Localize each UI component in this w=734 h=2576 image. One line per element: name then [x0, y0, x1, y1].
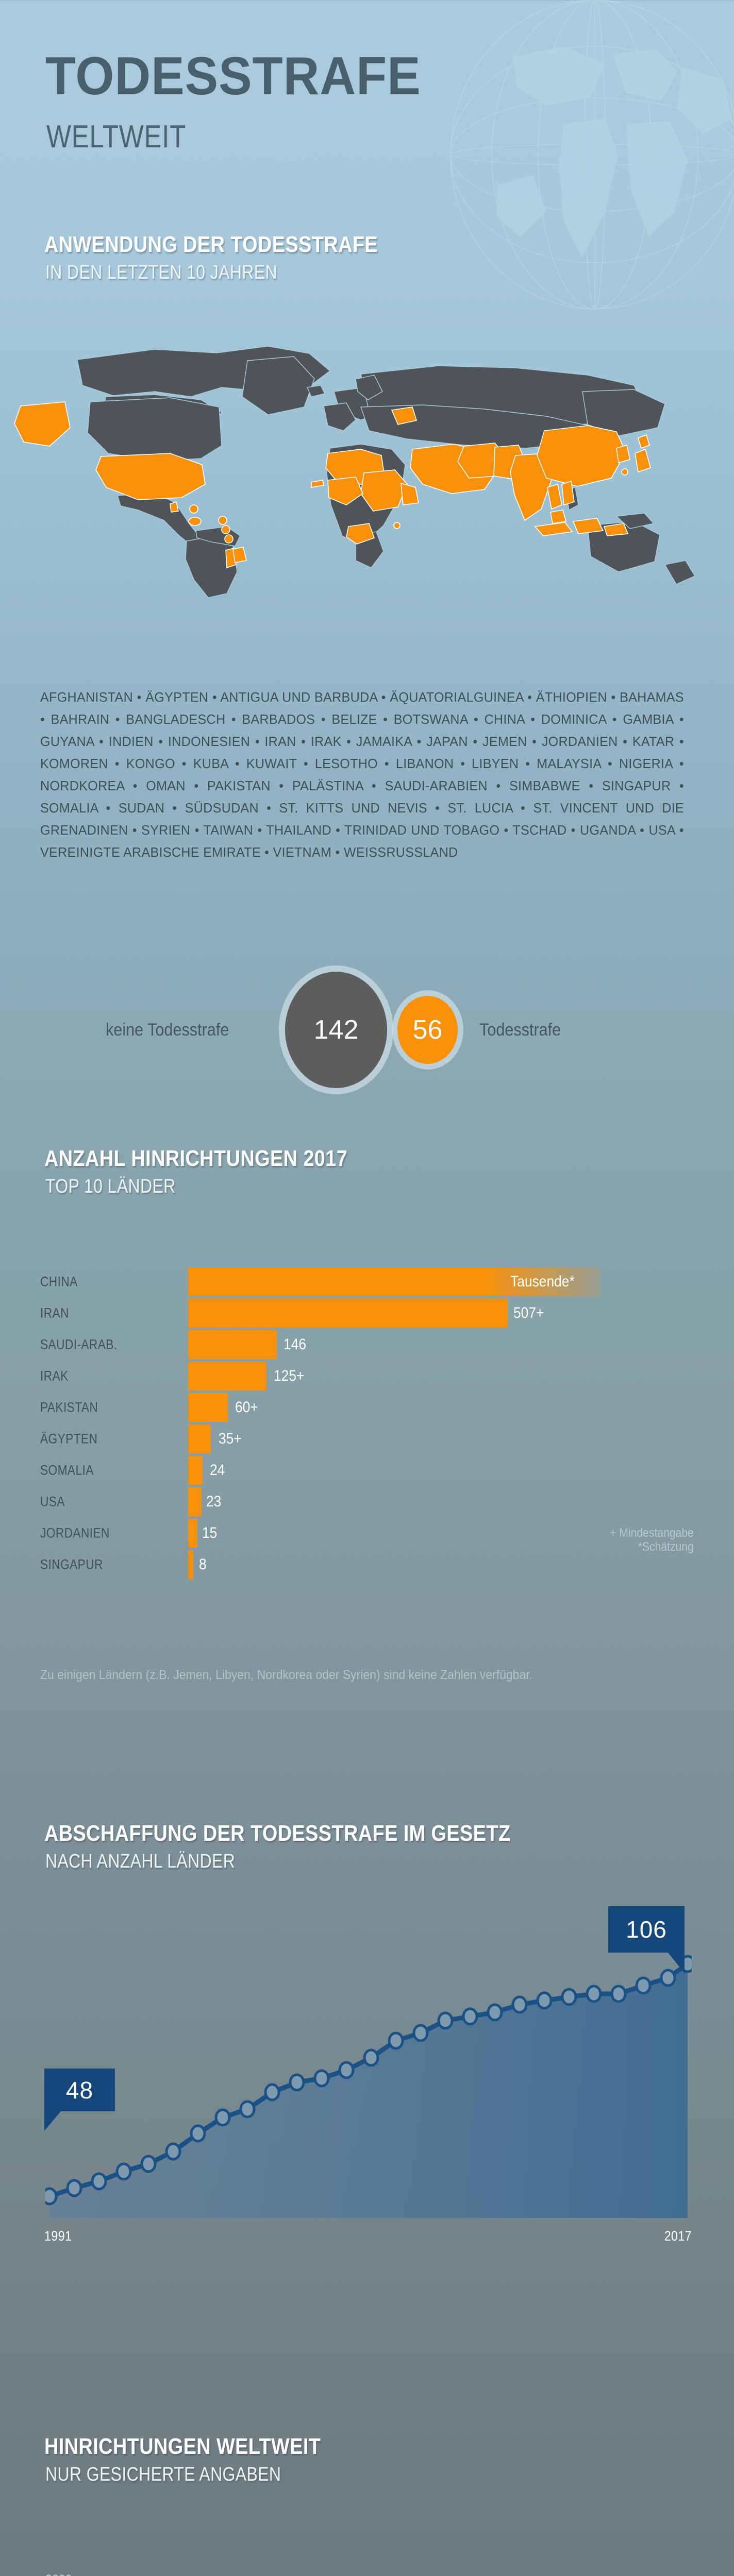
bar-row: SOMALIA 24 — [0, 1456, 734, 1485]
abolition-end-value: 106 — [626, 1916, 667, 1943]
bar-label: JORDANIEN — [40, 1525, 110, 1541]
bar-row: IRAN 507+ — [0, 1299, 734, 1328]
bar-row: SAUDI-ARAB. 146 — [0, 1330, 734, 1359]
bar-value: 146 — [283, 1336, 307, 1353]
abolition-section: ABSCHAFFUNG DER TODESSTRAFE IM GESETZ NA… — [0, 1798, 734, 2241]
bar-row: SINGAPUR 8 *Schätzung — [0, 1540, 734, 1579]
page-subtitle: WELTWEIT — [46, 119, 187, 155]
bar-fill — [188, 1299, 508, 1328]
circles-comparison: 142 56 keine Todesstrafe Todesstrafe — [0, 958, 734, 1097]
worldwide-section: HINRICHTUNGEN WELTWEIT NUR GESICHERTE AN… — [0, 2411, 734, 2576]
abolition-start-callout: 48 — [44, 2069, 115, 2111]
bar-value: 35+ — [219, 1430, 242, 1447]
bar-fill — [188, 1550, 193, 1579]
worldwide-heading: HINRICHTUNGEN WELTWEIT — [44, 2434, 321, 2459]
death-penalty-circle: 56 — [397, 996, 458, 1064]
map-section-subheading: IN DEN LETZTEN 10 JAHREN — [45, 262, 277, 283]
country-list: AFGHANISTAN • ÄGYPTEN • ANTIGUA UND BARB… — [40, 690, 684, 860]
bar-value: Tausende* — [510, 1273, 575, 1290]
bar-fill — [188, 1519, 197, 1548]
abolition-area-fill — [49, 1964, 688, 2218]
abolition-x-end-label: 2017 — [664, 2228, 692, 2244]
executions-subheading: TOP 10 LÄNDER — [45, 1176, 176, 1197]
bar-value: 15 — [202, 1524, 218, 1541]
abolition-area-chart: 48 106 1991 2017 — [41, 1906, 696, 2244]
bar-fill — [188, 1425, 211, 1453]
world-map — [0, 330, 734, 598]
map-section-heading: ANWENDUNG DER TODESSTRAFE — [44, 232, 378, 257]
bar-fill — [188, 1330, 277, 1359]
bar-label: IRAK — [40, 1368, 69, 1384]
bar-row: PAKISTAN 60+ — [0, 1393, 734, 1422]
bar-row: CHINA Tausende* — [0, 1267, 734, 1296]
abolition-heading: ABSCHAFFUNG DER TODESSTRAFE IM GESETZ — [44, 1821, 511, 1846]
bar-row: ÄGYPTEN 35+ — [0, 1425, 734, 1453]
bar-label: SINGAPUR — [40, 1556, 103, 1572]
abolition-x-start-label: 1991 — [44, 2228, 72, 2244]
bar-value: 24 — [210, 1462, 225, 1479]
map-highlight-layer — [14, 401, 651, 569]
worldwide-subheading: NUR GESICHERTE ANGABEN — [45, 2464, 281, 2485]
bar-note-min: + Mindestangabe — [610, 1526, 694, 1540]
bar-value: 125+ — [274, 1367, 305, 1384]
page-title: TODESSTRAFE — [45, 46, 421, 106]
bar-row: IRAK 125+ — [0, 1362, 734, 1391]
bar-row: JORDANIEN 15 + Mindestangabe — [0, 1519, 734, 1548]
no-death-penalty-circle: 142 — [285, 972, 387, 1088]
executions-section: ANZAHL HINRICHTUNGEN 2017 TOP 10 LÄNDER — [0, 1123, 734, 1741]
abolition-end-callout-tail — [668, 1953, 685, 1973]
bar-value: 8 — [199, 1556, 207, 1573]
abolition-start-value: 48 — [65, 2076, 94, 2104]
executions-heading: ANZAHL HINRICHTUNGEN 2017 — [44, 1146, 348, 1171]
bar-note-estimate: *Schätzung — [638, 1540, 694, 1554]
abolition-subheading: NACH ANZAHL LÄNDER — [45, 1851, 236, 1872]
abolition-chart-svg — [41, 1955, 696, 2218]
header-section: TODESSTRAFE WELTWEIT ANWENDUNG DER TODES… — [0, 0, 734, 330]
bar-fill — [188, 1456, 203, 1485]
no-death-penalty-value: 142 — [313, 1015, 359, 1045]
bar-label: IRAN — [40, 1305, 69, 1321]
bar-value: 60+ — [235, 1399, 258, 1416]
bar-label: USA — [40, 1494, 65, 1510]
abolition-start-callout-tail — [44, 2111, 61, 2131]
bar-label: SAUDI-ARAB. — [40, 1336, 118, 1352]
globe-decoration — [450, 0, 734, 310]
bar-value: 23 — [206, 1493, 222, 1510]
bar-label: CHINA — [40, 1274, 78, 1290]
abolition-end-callout: 106 — [608, 1906, 685, 1953]
no-death-penalty-label: keine Todesstrafe — [106, 1020, 229, 1040]
worldwide-y-top-label: 2000 — [45, 2572, 72, 2576]
bar-fill — [188, 1362, 266, 1391]
bar-value: 507+ — [513, 1304, 544, 1321]
executions-bar-chart: CHINA Tausende* IRAN 507+ SAUDI-ARAB. 14… — [0, 1267, 734, 1582]
bar-label: SOMALIA — [40, 1462, 94, 1478]
bar-fill — [188, 1267, 600, 1296]
world-map-svg — [14, 346, 696, 598]
bar-fill — [188, 1487, 202, 1516]
bar-row: USA 23 — [0, 1487, 734, 1516]
executions-footnote: Zu einigen Ländern (z.B. Jemen, Libyen, … — [40, 1668, 533, 1682]
bar-label: PAKISTAN — [40, 1399, 98, 1415]
death-penalty-label: Todesstrafe — [479, 1020, 561, 1040]
death-penalty-value: 56 — [412, 1015, 443, 1045]
bar-label: ÄGYPTEN — [40, 1431, 98, 1447]
bar-fill — [188, 1393, 228, 1422]
